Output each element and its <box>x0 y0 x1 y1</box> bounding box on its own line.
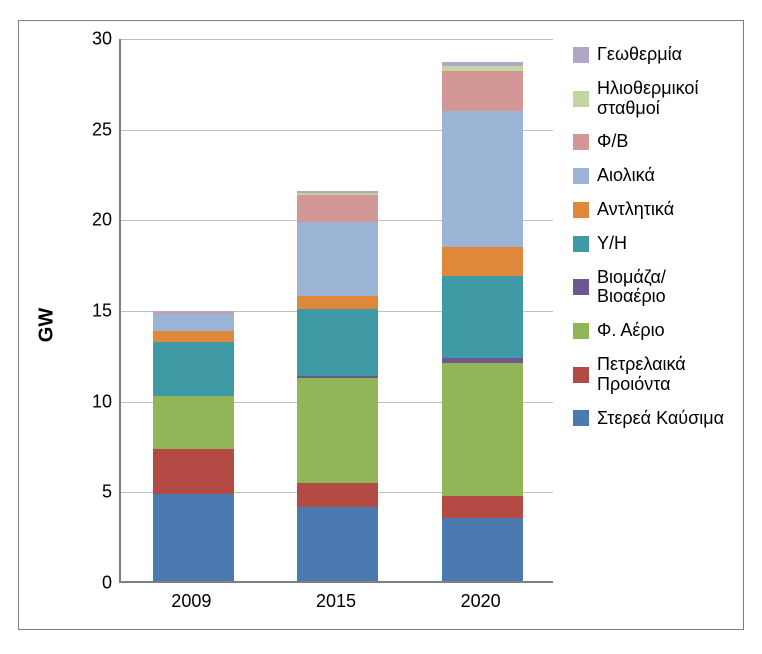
bar-segment-hydro <box>442 276 523 358</box>
bar-segment-wind <box>297 222 378 296</box>
legend-swatch <box>573 410 589 426</box>
bar-segment-natural_gas <box>442 363 523 495</box>
bar-segment-petroleum <box>153 449 234 494</box>
legend-swatch <box>573 202 589 218</box>
bar-segment-hydro <box>297 309 378 376</box>
bar-segment-solid_fuel <box>153 494 234 581</box>
bar-segment-pv <box>153 313 234 315</box>
bar-segment-natural_gas <box>297 378 378 483</box>
legend-item-geothermal: Γεωθερμία <box>573 45 731 65</box>
legend-item-hydro: Υ/Η <box>573 234 731 254</box>
legend-swatch <box>573 134 589 150</box>
bar-segment-hydro <box>153 342 234 396</box>
y-tick-label: 10 <box>74 391 112 412</box>
legend-label: Υ/Η <box>597 234 627 254</box>
legend-item-biomass: Βιομάζα/Βιοαέριο <box>573 268 731 308</box>
legend-swatch <box>573 323 589 339</box>
bar-segment-geothermal <box>442 62 523 66</box>
legend-label: Στερεά Καύσιμα <box>597 409 724 429</box>
legend-item-pumped: Αντλητικά <box>573 200 731 220</box>
bar-segment-pumped <box>297 296 378 309</box>
bar-segment-natural_gas <box>153 396 234 449</box>
bar-group <box>297 37 378 581</box>
x-tick-label: 2009 <box>171 591 211 612</box>
y-axis-title: GW <box>36 308 59 342</box>
bar-segment-wind <box>442 111 523 247</box>
x-tick-label: 2020 <box>461 591 501 612</box>
legend-item-pv: Φ/Β <box>573 132 731 152</box>
bar-segment-pumped <box>442 247 523 276</box>
legend-swatch <box>573 168 589 184</box>
legend-item-petroleum: Πετρελαικά Προιόντα <box>573 355 731 395</box>
legend-label: Αιολικά <box>597 166 655 186</box>
legend-label: Βιομάζα/Βιοαέριο <box>597 268 731 308</box>
bar-segment-solar_therm <box>442 66 523 71</box>
bar-segment-geothermal <box>153 311 234 313</box>
legend-item-solar_therm: Ηλιοθερμικοί σταθμοί <box>573 79 731 119</box>
bar-segment-pv <box>442 71 523 111</box>
bar-segment-biomass <box>297 376 378 378</box>
chart-frame: GW Γεωθερμία Ηλιοθερμικοί σταθμοί Φ/Β Αιολι… <box>18 20 744 630</box>
bar-segment-solid_fuel <box>442 518 523 581</box>
legend-label: Ηλιοθερμικοί σταθμοί <box>597 79 731 119</box>
legend: Γεωθερμία Ηλιοθερμικοί σταθμοί Φ/Β Αιολικά Α… <box>573 45 731 442</box>
y-tick-label: 20 <box>74 210 112 231</box>
legend-item-wind: Αιολικά <box>573 166 731 186</box>
chart-container: GW Γεωθερμία Ηλιοθερμικοί σταθμοί Φ/Β Αιολι… <box>0 0 762 654</box>
bar-segment-pv <box>297 195 378 222</box>
bar-segment-biomass <box>442 358 523 363</box>
bar-segment-petroleum <box>297 483 378 507</box>
plot-area <box>119 39 553 583</box>
legend-label: Φ/Β <box>597 132 628 152</box>
bar-segment-solid_fuel <box>297 507 378 581</box>
legend-label: Πετρελαικά Προιόντα <box>597 355 731 395</box>
legend-swatch <box>573 91 589 107</box>
legend-label: Φ. Αέριο <box>597 321 665 341</box>
legend-swatch <box>573 367 589 383</box>
y-tick-label: 0 <box>74 573 112 594</box>
legend-item-natural_gas: Φ. Αέριο <box>573 321 731 341</box>
bar-group <box>153 37 234 581</box>
legend-swatch <box>573 47 589 63</box>
y-tick-label: 5 <box>74 482 112 503</box>
y-tick-label: 30 <box>74 29 112 50</box>
legend-swatch <box>573 279 589 295</box>
legend-item-solid_fuel: Στερεά Καύσιμα <box>573 409 731 429</box>
bar-segment-wind <box>153 314 234 330</box>
y-tick-label: 25 <box>74 119 112 140</box>
bar-segment-petroleum <box>442 496 523 518</box>
bar-group <box>442 37 523 581</box>
y-tick-label: 15 <box>74 301 112 322</box>
legend-label: Αντλητικά <box>597 200 674 220</box>
legend-swatch <box>573 236 589 252</box>
x-tick-label: 2015 <box>316 591 356 612</box>
bar-segment-solar_therm <box>297 193 378 195</box>
legend-label: Γεωθερμία <box>597 45 682 65</box>
bar-segment-geothermal <box>297 191 378 193</box>
bar-segment-pumped <box>153 331 234 342</box>
